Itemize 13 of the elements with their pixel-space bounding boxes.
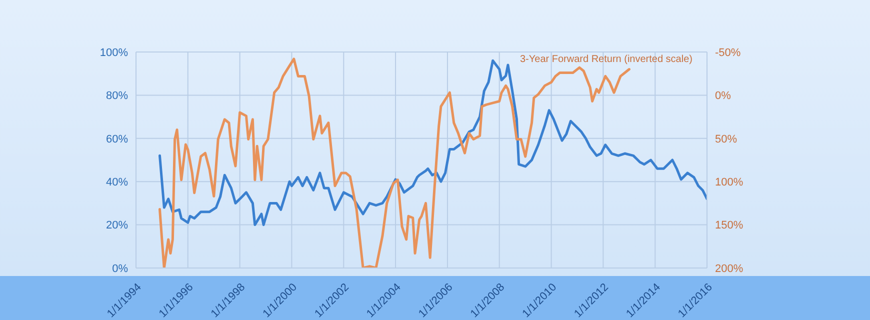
y-tick-label: 60%	[106, 133, 128, 146]
y-tick-label: 20%	[106, 220, 128, 232]
y-tick-label: 80%	[106, 90, 128, 102]
y2-tick-label: 50%	[715, 133, 738, 146]
y-tick-label: 0%	[112, 262, 128, 275]
series-label: 3-Year Forward Return (inverted scale)	[520, 54, 692, 65]
y2-tick-label: -50%	[715, 46, 741, 59]
y2-tick-label: 150%	[715, 220, 744, 232]
y-tick-label: 40%	[106, 176, 128, 189]
y2-tick-label: 100%	[715, 176, 744, 189]
y-tick-label: 100%	[100, 46, 128, 59]
y2-tick-label: 0%	[715, 90, 732, 102]
y2-tick-label: 200%	[715, 262, 744, 275]
